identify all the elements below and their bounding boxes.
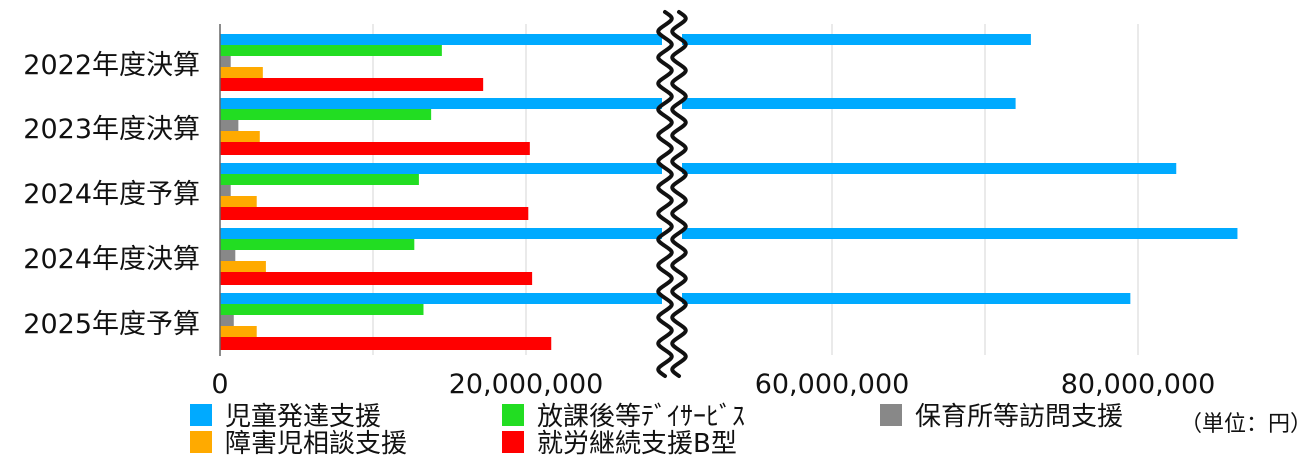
grid-lines bbox=[372, 24, 1139, 355]
legend-label: 障害児相談支援 bbox=[225, 429, 407, 457]
bar bbox=[220, 239, 415, 250]
x-tick-label: 80,000,000 bbox=[1061, 369, 1216, 400]
bar bbox=[220, 174, 419, 185]
category-label: 2025年度予算 bbox=[23, 309, 200, 340]
bar bbox=[220, 185, 231, 196]
bar bbox=[220, 250, 236, 261]
bar bbox=[220, 109, 432, 120]
unit-note: （単位：円） bbox=[1180, 412, 1312, 437]
legend-swatch bbox=[502, 431, 524, 453]
legend-swatch bbox=[190, 404, 212, 426]
bar bbox=[220, 120, 239, 131]
bar bbox=[220, 163, 1177, 174]
legend-swatch bbox=[190, 431, 212, 453]
legend-label: 就労継続支援B型 bbox=[537, 429, 737, 457]
bar bbox=[220, 228, 1238, 239]
bar bbox=[220, 337, 552, 350]
axis-break-marks bbox=[656, 10, 688, 378]
bar bbox=[220, 67, 263, 78]
x-tick-label: 20,000,000 bbox=[449, 369, 604, 400]
bar bbox=[220, 272, 533, 285]
legend-swatch bbox=[880, 404, 902, 426]
legend-swatch bbox=[502, 404, 524, 426]
category-label: 2024年度決算 bbox=[23, 244, 200, 275]
bar bbox=[220, 261, 266, 272]
bar bbox=[220, 142, 530, 155]
axis-break-line bbox=[670, 10, 688, 378]
bar bbox=[220, 78, 484, 91]
category-label: 2024年度予算 bbox=[23, 179, 200, 210]
x-tick-labels: 0 20,000,000 60,000,000 80,000,000 bbox=[211, 369, 1215, 400]
legend-label: 保育所等訪問支援 bbox=[915, 402, 1123, 432]
x-tick-label: 60,000,000 bbox=[755, 369, 910, 400]
bar bbox=[220, 98, 1016, 109]
bar bbox=[220, 196, 257, 207]
bar bbox=[220, 304, 424, 315]
bar bbox=[220, 326, 257, 337]
category-label: 2022年度決算 bbox=[23, 50, 200, 81]
axis-break-line bbox=[656, 10, 674, 378]
bar bbox=[220, 56, 231, 67]
bar bbox=[220, 34, 1031, 45]
x-tick-label: 0 bbox=[211, 369, 228, 400]
bar bbox=[220, 45, 442, 56]
bar bbox=[220, 315, 234, 326]
bar bbox=[220, 207, 529, 220]
category-labels: 2022年度決算 2023年度決算 2024年度予算 2024年度決算 2025年度予算 bbox=[23, 50, 200, 340]
legend-label: 児童発達支援 bbox=[225, 402, 381, 432]
category-label: 2023年度決算 bbox=[23, 114, 200, 145]
legend-label: 放課後等ﾃﾞｲｻｰﾋﾞｽ bbox=[537, 402, 745, 432]
bar bbox=[220, 131, 260, 142]
